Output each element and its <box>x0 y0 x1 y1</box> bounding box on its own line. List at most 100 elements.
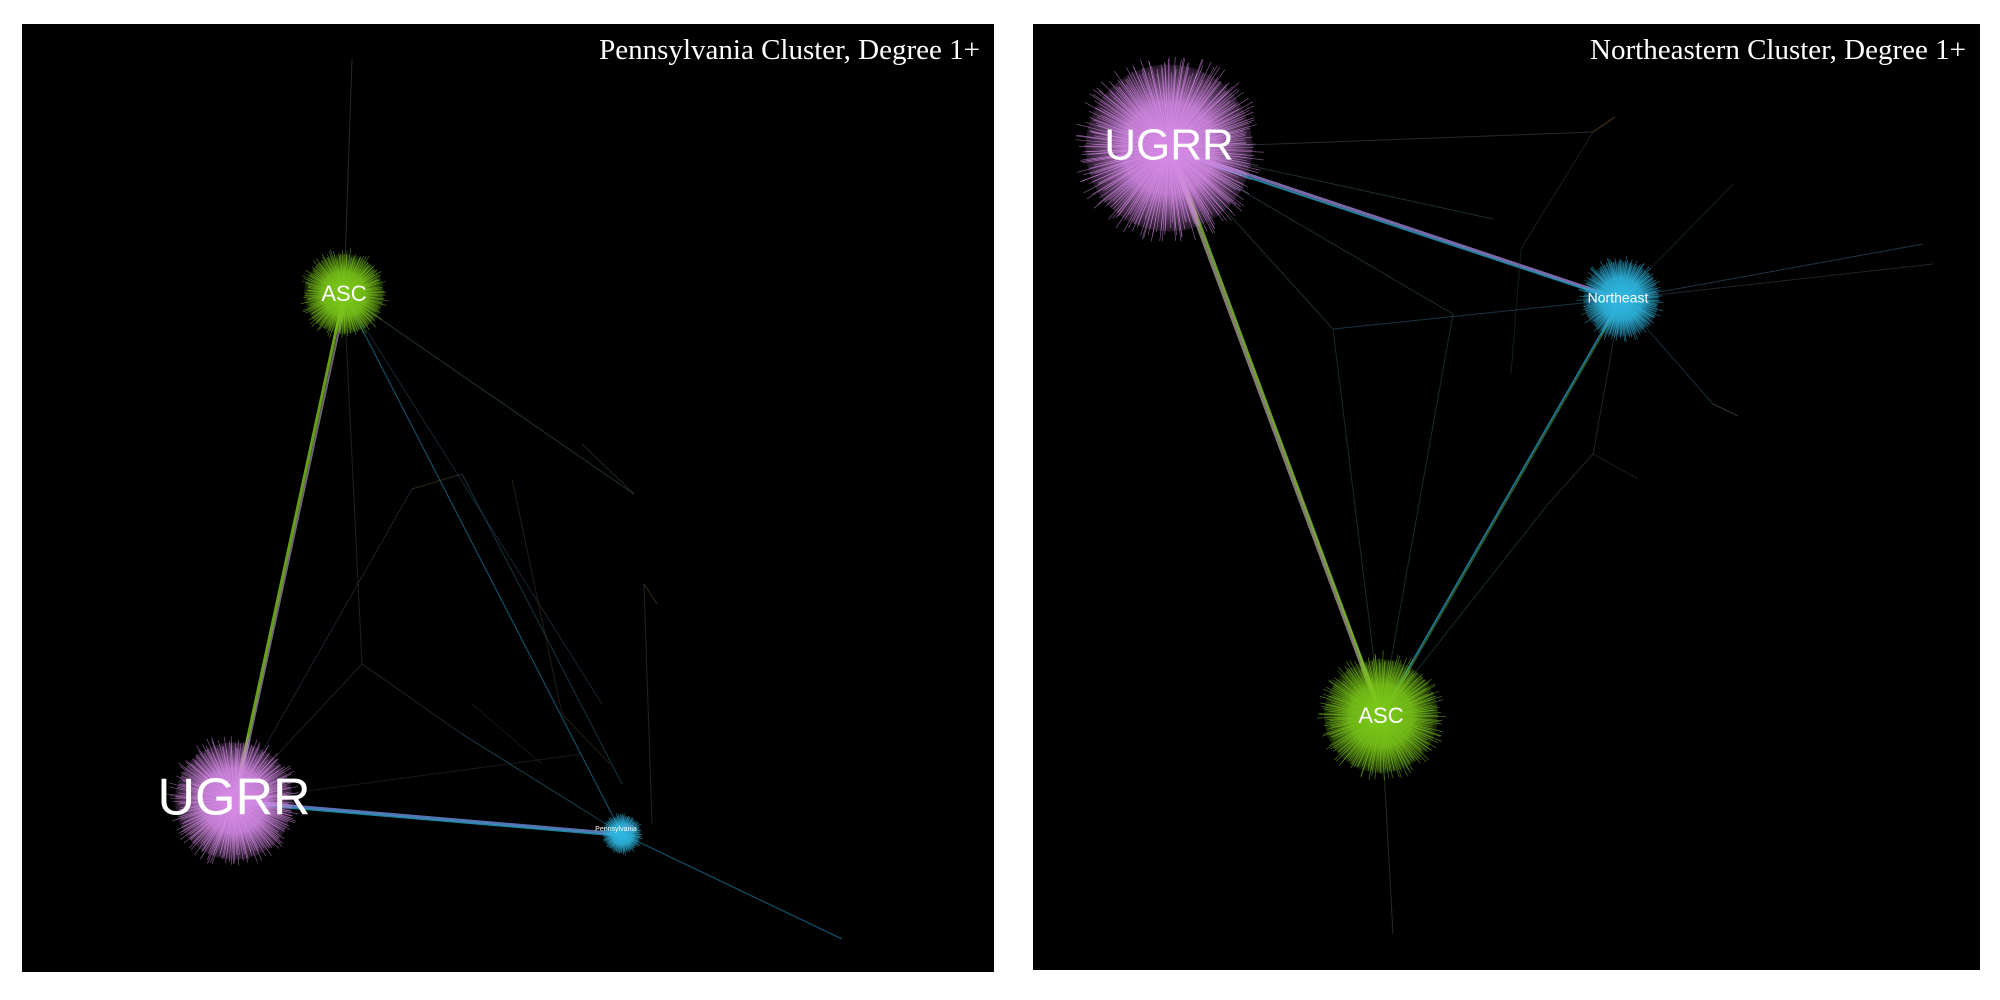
hub-ray <box>1089 130 1170 149</box>
hub-ray <box>173 800 235 814</box>
hub-ray <box>309 293 345 305</box>
hub-ray <box>1121 81 1170 149</box>
hub-ray <box>180 800 235 808</box>
hub-ray <box>1168 66 1190 149</box>
hub-ray <box>1123 147 1170 233</box>
hub-ray <box>217 740 235 802</box>
hub-ray <box>1380 715 1421 764</box>
hub-ray <box>205 745 235 802</box>
hub-ray <box>233 800 238 855</box>
hub-ray <box>1341 682 1382 717</box>
hub-ray <box>617 833 623 854</box>
hub-ray <box>179 800 235 818</box>
hub-ray <box>182 783 235 802</box>
hub-ray <box>233 744 261 802</box>
hub-ray <box>233 800 245 855</box>
hub-ray <box>1353 715 1382 768</box>
hub-ray <box>1380 715 1413 771</box>
hub-ray <box>233 778 284 802</box>
hub-ray <box>621 817 627 835</box>
hub-ray <box>1141 147 1170 240</box>
hub-ray <box>343 293 349 337</box>
hub-ray <box>1620 298 1653 318</box>
hub-ray <box>1380 695 1443 717</box>
network-edge <box>232 293 346 802</box>
hub-ray <box>181 775 235 802</box>
hub-ray <box>1117 79 1170 149</box>
hub-ray <box>1168 101 1235 149</box>
hub-ray <box>1610 259 1622 300</box>
hub-ray <box>343 269 378 295</box>
hub-ray <box>1620 291 1656 300</box>
hub-ray <box>233 800 285 839</box>
hub-ray <box>1581 298 1622 316</box>
network-edge <box>1167 147 1383 717</box>
hub-ray <box>186 765 235 802</box>
hub-ray <box>230 736 235 802</box>
hub-ray <box>1083 147 1170 176</box>
hub-ray <box>1168 147 1216 234</box>
hub-ray <box>340 254 345 295</box>
hub-ray <box>1168 147 1171 229</box>
hub-ray <box>1168 142 1247 149</box>
hub-ray <box>1620 298 1643 329</box>
network-edge <box>1332 298 1622 330</box>
hub-ray <box>1161 147 1170 242</box>
hub-ray <box>1323 688 1382 717</box>
hub-ray <box>307 285 345 295</box>
hub-ray <box>302 280 345 295</box>
hub-ray <box>1092 143 1170 149</box>
hub-ray <box>1147 72 1170 149</box>
hub-ray <box>233 754 260 802</box>
hub-ray <box>233 800 273 849</box>
hub-ray <box>166 793 235 802</box>
hub-ray <box>1350 715 1382 762</box>
hub-ray <box>323 293 345 329</box>
hub-ray <box>1168 147 1173 224</box>
hub-ray <box>1360 715 1382 776</box>
hub-ray <box>1156 147 1170 232</box>
network-edge <box>1547 453 1594 505</box>
hub-ray <box>1168 147 1259 174</box>
hub-ray <box>1094 135 1170 149</box>
hub-ray <box>175 796 235 802</box>
hub-ray <box>621 819 634 835</box>
hub-ugrr <box>166 735 301 866</box>
hub-ray <box>615 818 623 835</box>
hub-ray <box>1168 139 1245 149</box>
hub-ray <box>1317 715 1382 719</box>
hub-ray <box>1599 268 1622 300</box>
hub-ray <box>233 781 294 802</box>
hub-ray <box>233 739 258 802</box>
hub-ray <box>1380 715 1409 771</box>
hub-ray <box>223 737 235 802</box>
hub-ray <box>1587 272 1622 300</box>
hub-ray <box>308 289 345 295</box>
hub-ray <box>1134 147 1170 225</box>
hub-ray <box>180 800 235 840</box>
hub-ray <box>1329 715 1382 750</box>
hub-ray <box>604 822 623 835</box>
hub-ray <box>621 822 640 835</box>
hub-ray <box>1620 279 1657 300</box>
hub-ray <box>1332 715 1382 752</box>
hub-ray <box>1168 147 1247 162</box>
hub-ray <box>1620 298 1625 342</box>
hub-ray <box>1165 147 1170 230</box>
hub-ray <box>1593 298 1622 322</box>
hub-asc <box>300 248 389 339</box>
hub-ray <box>311 266 345 295</box>
hub-ray <box>603 827 623 835</box>
hub-ray <box>621 823 642 835</box>
network-edge <box>581 443 635 495</box>
hub-ray <box>1168 59 1182 149</box>
hub-ray <box>343 293 387 306</box>
hub-ray <box>176 800 235 831</box>
hub-ray <box>1620 298 1664 312</box>
hub-ray <box>621 833 642 836</box>
network-hubs <box>1075 56 1664 780</box>
hub-ray <box>1168 147 1261 171</box>
hub-ray <box>1346 660 1382 717</box>
network-edge <box>343 293 623 835</box>
hub-ray <box>1337 670 1382 717</box>
